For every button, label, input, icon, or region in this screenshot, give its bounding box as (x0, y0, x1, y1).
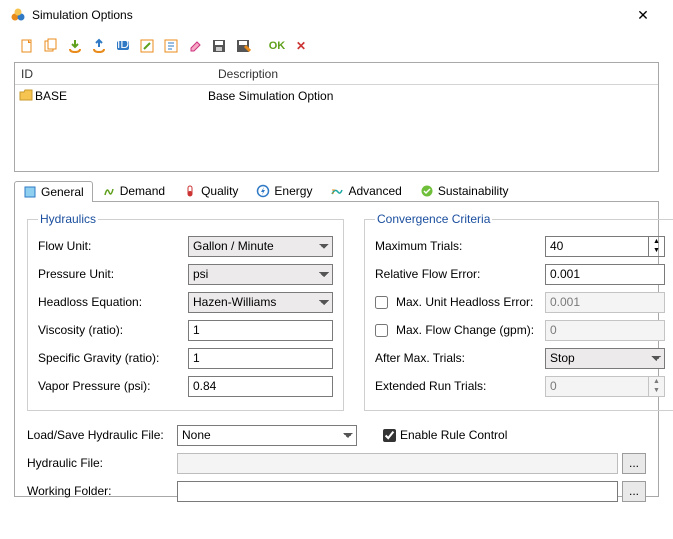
maxhead-input (545, 292, 665, 313)
workfolder-input[interactable] (177, 481, 618, 502)
tab-quality[interactable]: Quality (174, 180, 247, 201)
vapor-label: Vapor Pressure (psi): (38, 379, 188, 393)
flow-unit-select[interactable]: Gallon / Minute (188, 236, 333, 257)
export-icon[interactable] (90, 37, 108, 55)
new-icon[interactable] (18, 37, 36, 55)
id-tag-icon[interactable]: ID (114, 37, 132, 55)
save-as-icon[interactable] (234, 37, 252, 55)
tab-advanced[interactable]: Advanced (321, 180, 410, 201)
headloss-label: Headloss Equation: (38, 295, 188, 309)
maxtrials-spinner[interactable]: ▲▼ (649, 236, 665, 257)
hydfile-browse[interactable]: ... (622, 453, 646, 474)
cancel-button[interactable]: ✕ (292, 37, 310, 55)
maxtrials-label: Maximum Trials: (375, 239, 545, 253)
maxtrials-input[interactable] (545, 236, 649, 257)
import-icon[interactable] (66, 37, 84, 55)
close-button[interactable]: ✕ (623, 7, 663, 24)
save-icon[interactable] (210, 37, 228, 55)
ok-button[interactable]: OK (268, 37, 286, 55)
enablerule-check[interactable] (383, 429, 396, 442)
extrun-input (545, 376, 649, 397)
workfolder-browse[interactable]: ... (622, 481, 646, 502)
gravity-label: Specific Gravity (ratio): (38, 351, 188, 365)
hydraulics-legend: Hydraulics (38, 212, 98, 226)
note-icon[interactable] (162, 37, 180, 55)
toolbar: ID OK ✕ (0, 30, 673, 62)
aftermax-label: After Max. Trials: (375, 351, 545, 365)
col-desc[interactable]: Description (212, 67, 284, 81)
viscosity-label: Viscosity (ratio): (38, 323, 188, 337)
row-desc: Base Simulation Option (208, 89, 333, 103)
tab-demand[interactable]: Demand (93, 180, 174, 201)
gravity-input[interactable] (188, 348, 333, 369)
erase-icon[interactable] (186, 37, 204, 55)
maxhead-check[interactable] (375, 296, 388, 309)
relflow-input[interactable] (545, 264, 665, 285)
app-icon (10, 7, 26, 23)
pressure-unit-label: Pressure Unit: (38, 267, 188, 281)
aftermax-select[interactable]: Stop (545, 348, 665, 369)
enablerule-label: Enable Rule Control (400, 428, 507, 442)
tab-energy[interactable]: Energy (247, 180, 321, 201)
maxhead-label: Max. Unit Headloss Error: (396, 295, 533, 309)
tab-sustainability[interactable]: Sustainability (411, 180, 518, 201)
copy-icon[interactable] (42, 37, 60, 55)
vapor-input[interactable] (188, 376, 333, 397)
row-id: BASE (33, 89, 208, 103)
list-row[interactable]: BASE Base Simulation Option (15, 85, 658, 107)
hydraulics-group: Hydraulics Flow Unit:Gallon / Minute Pre… (27, 212, 344, 411)
workfolder-label: Working Folder: (27, 484, 177, 498)
hydfile-label: Hydraulic File: (27, 456, 177, 470)
col-id[interactable]: ID (15, 67, 212, 81)
svg-text:ID: ID (117, 38, 129, 51)
headloss-select[interactable]: Hazen-Williams (188, 292, 333, 313)
window-title: Simulation Options (32, 8, 623, 22)
hydfile-input (177, 453, 618, 474)
maxflow-input (545, 320, 665, 341)
tab-general[interactable]: General (14, 181, 93, 202)
maxflow-label: Max. Flow Change (gpm): (396, 323, 534, 337)
convergence-legend: Convergence Criteria (375, 212, 492, 226)
pressure-unit-select[interactable]: psi (188, 264, 333, 285)
folder-icon (15, 89, 33, 104)
convergence-group: Convergence Criteria Maximum Trials: ▲▼ R… (364, 212, 673, 411)
flow-unit-label: Flow Unit: (38, 239, 188, 253)
relflow-label: Relative Flow Error: (375, 267, 545, 281)
loadsave-label: Load/Save Hydraulic File: (27, 428, 177, 442)
extrun-spinner: ▲▼ (649, 376, 665, 397)
options-list: ID Description BASE Base Simulation Opti… (14, 62, 659, 172)
viscosity-input[interactable] (188, 320, 333, 341)
loadsave-select[interactable]: None (177, 425, 357, 446)
maxflow-check[interactable] (375, 324, 388, 337)
extrun-label: Extended Run Trials: (375, 379, 545, 393)
tab-bar: General Demand Quality Energy Advanced S… (14, 180, 659, 201)
edit-icon[interactable] (138, 37, 156, 55)
